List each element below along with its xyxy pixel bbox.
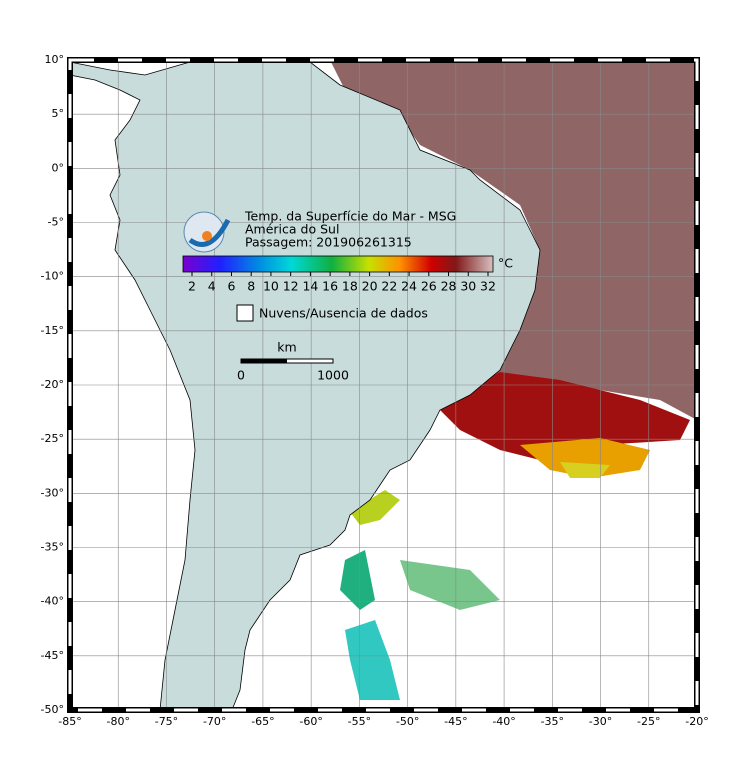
x-tick-label: -55° (348, 715, 371, 728)
y-tick-label: -45° (41, 649, 64, 662)
y-tick-label: -25° (41, 432, 64, 445)
legend-title: Temp. da Superfície do Mar - MSG (244, 209, 456, 224)
colorbar-tick-label: 10 (263, 279, 279, 294)
frame-dash (68, 58, 699, 712)
y-tick-label: -5° (48, 216, 64, 229)
sst-cyan (345, 620, 400, 700)
colorbar-tick-label: 6 (227, 279, 235, 294)
x-tick-label: -60° (299, 715, 322, 728)
legend-pass: Passagem: 201906261315 (245, 235, 412, 250)
colorbar-tick-label: 30 (460, 279, 476, 294)
colorbar (182, 255, 494, 273)
legend-region: América do Sul (245, 222, 339, 237)
colorbar-tick-label: 22 (381, 279, 397, 294)
x-tick-label: -25° (637, 715, 660, 728)
y-tick-label: -40° (41, 595, 64, 608)
no-data-label: Nuvens/Ausencia de dados (259, 306, 428, 321)
scale-unit: km (277, 340, 296, 355)
x-tick-label: -50° (396, 715, 419, 728)
y-tick-label: 0° (52, 161, 65, 174)
colorbar-tick-label: 12 (283, 279, 299, 294)
y-tick-label: 5° (52, 107, 65, 120)
sst-green (400, 560, 500, 610)
inpe-logo (183, 211, 231, 253)
x-tick-label: -65° (251, 715, 274, 728)
scale-bar-fill (241, 359, 287, 363)
x-tick-label: -40° (492, 715, 515, 728)
y-tick-label: -35° (41, 541, 64, 554)
x-tick-label: -85° (58, 715, 81, 728)
sst-lime (350, 490, 400, 525)
x-tick-label: -20° (685, 715, 708, 728)
y-tick-label: -15° (41, 324, 64, 337)
x-tick-label: -75° (155, 715, 178, 728)
x-tick-label: -45° (444, 715, 467, 728)
colorbar-tick-label: 4 (208, 279, 216, 294)
y-tick-label: -10° (41, 270, 64, 283)
colorbar-tick-label: 32 (480, 279, 496, 294)
sst-warm (330, 60, 697, 420)
colorbar-tick-label: 26 (421, 279, 437, 294)
colorbar-tick-label: 8 (247, 279, 255, 294)
colorbar-tick-label: 2 (188, 279, 196, 294)
x-tick-label: -70° (203, 715, 226, 728)
colorbar-tick-label: 24 (401, 279, 417, 294)
colorbar-unit: °C (498, 256, 513, 271)
y-tick-label: 10° (45, 53, 65, 66)
x-tick-label: -35° (541, 715, 564, 728)
colorbar-tick-label: 16 (322, 279, 338, 294)
colorbar-tick-label: 28 (441, 279, 457, 294)
y-tick-label: -30° (41, 486, 64, 499)
x-tick-label: -30° (589, 715, 612, 728)
x-tick-label: -80° (106, 715, 129, 728)
scale-label: 1000 (317, 368, 349, 383)
sst-yellow (560, 462, 610, 478)
colorbar-tick-label: 18 (342, 279, 358, 294)
y-tick-label: -50° (41, 703, 64, 716)
y-tick-label: -20° (41, 378, 64, 391)
colorbar-tick-label: 14 (302, 279, 318, 294)
no-data-swatch (236, 304, 254, 322)
scale-label: 0 (237, 368, 245, 383)
colorbar-tick-label: 20 (362, 279, 378, 294)
sst-teal (340, 550, 375, 610)
sst-red (435, 372, 690, 460)
